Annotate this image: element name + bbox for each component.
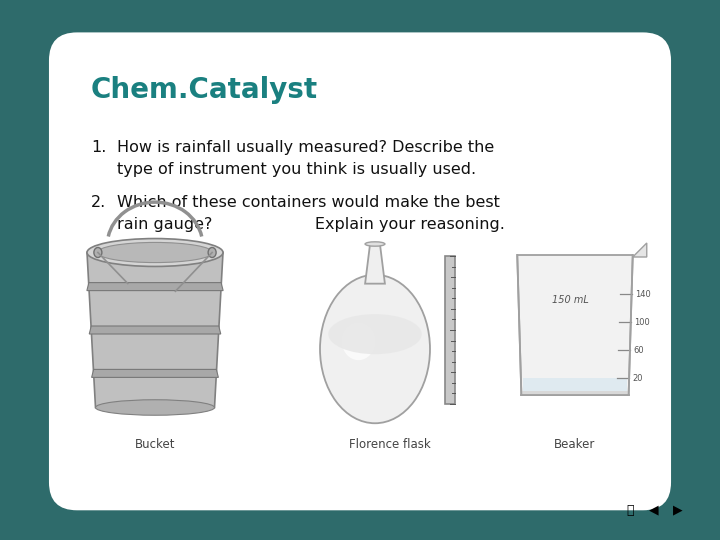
Text: 150 mL: 150 mL [552, 295, 588, 305]
Text: 60: 60 [633, 346, 644, 355]
Polygon shape [89, 326, 221, 334]
Text: type of instrument you think is usually used.: type of instrument you think is usually … [117, 162, 476, 177]
Polygon shape [523, 378, 626, 391]
Ellipse shape [94, 247, 102, 258]
Polygon shape [517, 255, 633, 395]
Text: Beaker: Beaker [554, 438, 595, 451]
Ellipse shape [96, 400, 215, 415]
Text: rain gauge?                    Explain your reasoning.: rain gauge? Explain your reasoning. [117, 217, 505, 232]
Text: How is rainfall usually measured? Describe the: How is rainfall usually measured? Descri… [117, 140, 494, 155]
Ellipse shape [342, 323, 375, 360]
Ellipse shape [87, 239, 223, 266]
Polygon shape [91, 369, 218, 377]
Text: Which of these containers would make the best: Which of these containers would make the… [117, 195, 500, 210]
Polygon shape [87, 253, 223, 408]
Text: Chem.Catalyst: Chem.Catalyst [91, 76, 318, 104]
Text: Bucket: Bucket [135, 438, 175, 451]
Text: ▶: ▶ [673, 503, 683, 516]
Ellipse shape [97, 242, 213, 262]
FancyBboxPatch shape [49, 32, 671, 510]
Polygon shape [87, 282, 223, 291]
Text: 140: 140 [634, 289, 650, 299]
Polygon shape [633, 243, 647, 257]
Text: 2.: 2. [91, 195, 107, 210]
Text: 1.: 1. [91, 140, 107, 155]
Ellipse shape [320, 275, 430, 423]
Text: 100: 100 [634, 318, 649, 327]
FancyBboxPatch shape [445, 256, 455, 404]
Text: ◀: ◀ [649, 503, 659, 516]
Ellipse shape [208, 247, 216, 258]
Text: 20: 20 [632, 374, 643, 383]
Polygon shape [365, 244, 385, 284]
Ellipse shape [365, 242, 385, 246]
Ellipse shape [328, 314, 422, 354]
Polygon shape [521, 391, 629, 395]
Text: Florence flask: Florence flask [349, 438, 431, 451]
Text: ⏮: ⏮ [626, 503, 634, 516]
